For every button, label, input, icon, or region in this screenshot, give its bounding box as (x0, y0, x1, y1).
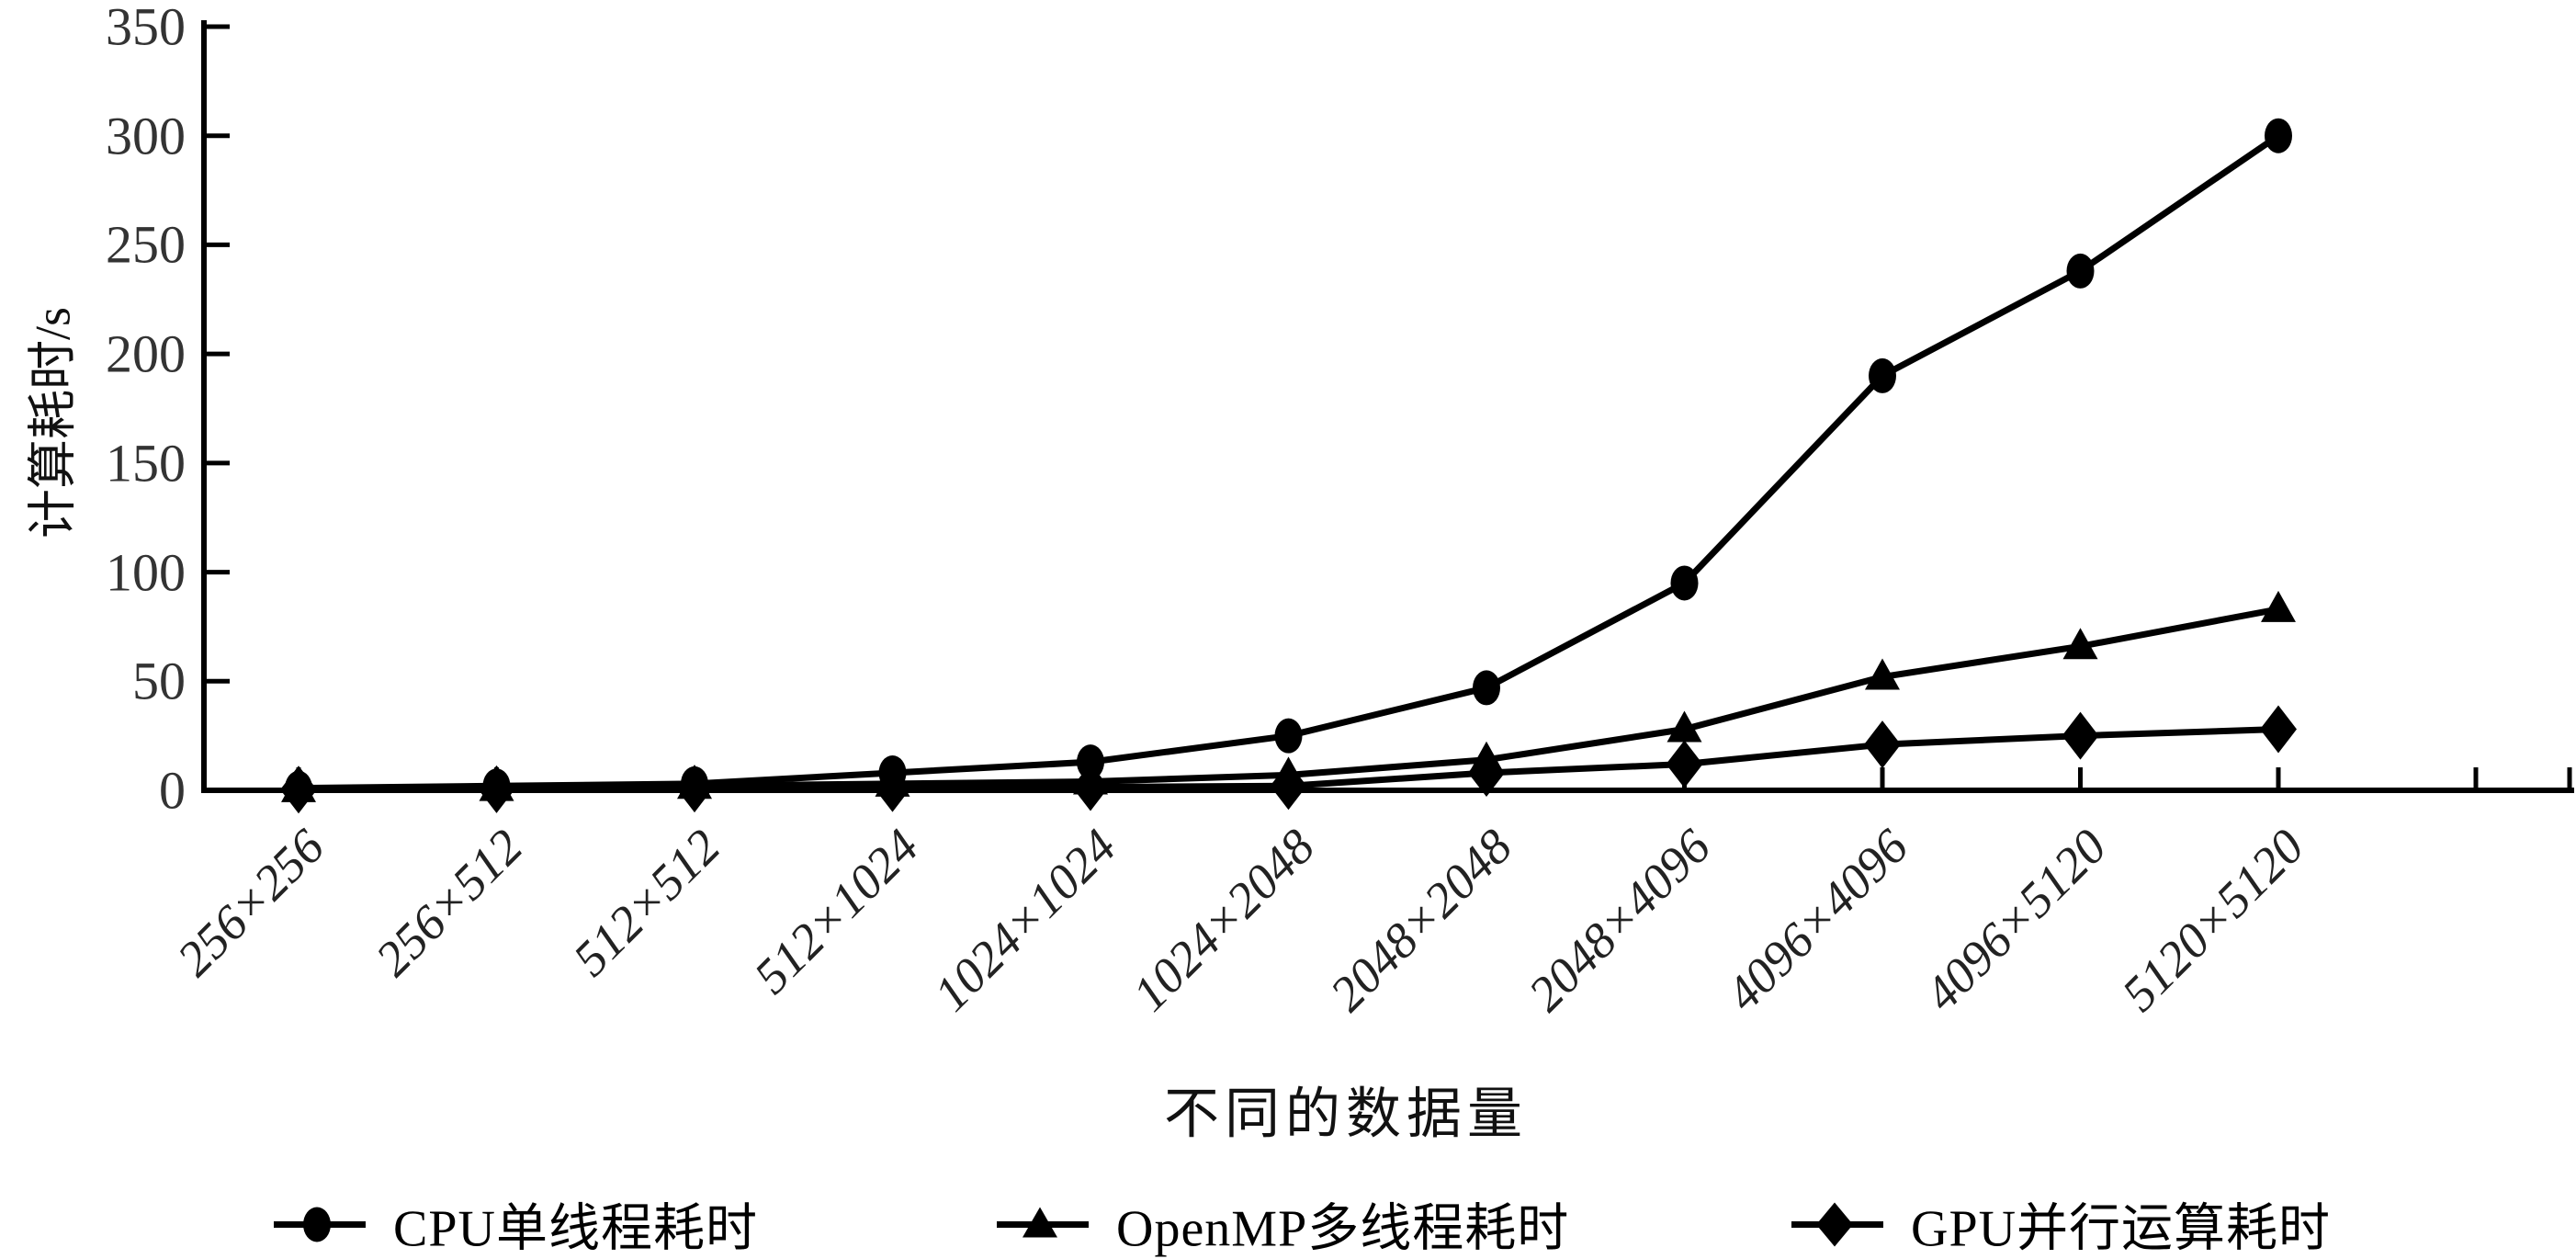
series-1-marker-triangle (2062, 628, 2098, 660)
y-tick-label: 300 (106, 106, 186, 166)
y-tick-label: 150 (106, 433, 186, 493)
diamond-legend-icon (1791, 1202, 1883, 1246)
series-1-marker-triangle (1865, 658, 1900, 690)
series-2-marker-diamond (280, 766, 317, 814)
legend-item-0: CPU单线程耗时 (274, 1187, 758, 1259)
legend-item-1: OpenMP多线程耗时 (997, 1187, 1569, 1259)
series-0-marker-circle (1670, 565, 1699, 601)
triangle-legend-icon (997, 1207, 1089, 1237)
y-tick-label: 200 (106, 323, 186, 384)
series-1-marker-triangle (2261, 590, 2296, 622)
legend-label: CPU单线程耗时 (393, 1200, 758, 1258)
series-0-marker-circle (2066, 253, 2095, 289)
series-2-marker-diamond (1864, 720, 1901, 769)
series-0-marker-circle (1274, 718, 1303, 754)
series-0-marker-circle (1473, 670, 1500, 706)
y-tick-label: 250 (106, 214, 186, 275)
series-2-marker-diamond (1468, 749, 1505, 798)
x-axis-title: 不同的数据量 (1164, 1083, 1528, 1145)
series-2-marker-diamond (478, 765, 515, 813)
series-2-marker-diamond (1270, 762, 1307, 811)
series-2-marker-diamond (676, 765, 713, 813)
series-2-marker-diamond (2062, 711, 2099, 760)
series-2-marker-diamond (2260, 705, 2297, 754)
legend-item-2: GPU并行运算耗时 (1791, 1187, 2331, 1259)
circle-legend-icon (274, 1207, 366, 1242)
y-tick-label: 100 (106, 542, 186, 603)
series-0-marker-circle (2265, 118, 2292, 153)
legend-label: OpenMP多线程耗时 (1116, 1200, 1570, 1258)
series-1-marker-triangle (1666, 710, 1702, 743)
legend-label: GPU并行运算耗时 (1911, 1200, 2332, 1258)
series-2-marker-diamond (874, 764, 911, 812)
series-line-0 (295, 132, 2282, 792)
series-0-marker-circle (1077, 744, 1104, 780)
series-0-marker-circle (1869, 357, 1896, 393)
series-2-marker-diamond (1072, 763, 1109, 811)
y-tick-label: 0 (159, 760, 186, 821)
series-2-marker-diamond (1666, 740, 1703, 788)
y-tick-label: 350 (106, 0, 186, 57)
y-axis-title: 计算耗时/s (25, 306, 81, 539)
y-tick-label: 50 (132, 651, 186, 711)
